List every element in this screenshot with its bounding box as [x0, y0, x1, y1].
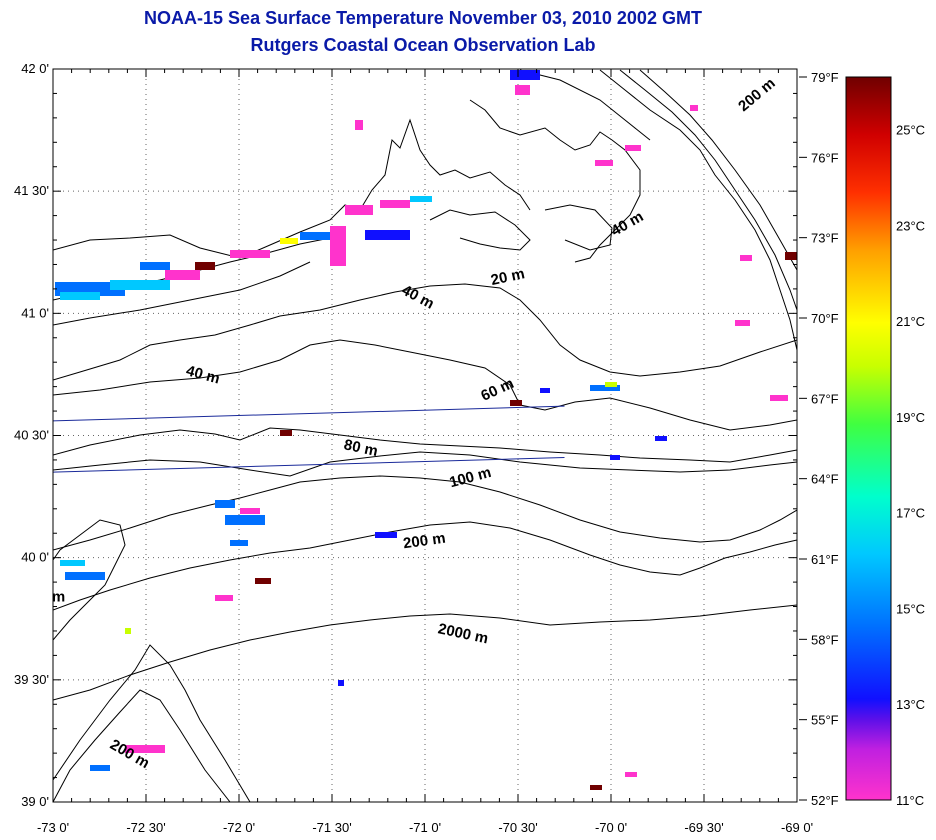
colorbar-celsius-label: 13°C — [896, 697, 925, 712]
longitude-label: -70 30' — [498, 820, 537, 835]
longitude-labels: -73 0' -72 30' -72 0' -71 30' -71 0' -70 30' -… — [37, 820, 813, 835]
satellite-track-line — [52, 456, 565, 473]
colorbar-celsius-labels: 25°C 23°C 21°C 19°C 17°C 15°C 13°C 11°C — [896, 123, 925, 808]
latitude-label: 41 30' — [14, 183, 49, 198]
colorbar-celsius-label: 11°C — [896, 793, 924, 808]
latitude-label: 39 0' — [21, 794, 49, 809]
colorbar-fahrenheit-label: 55°F — [811, 713, 839, 728]
colorbar-fahrenheit-label: 73°F — [811, 231, 839, 246]
colorbar-fahrenheit-labels: 79°F 76°F 73°F 70°F 67°F 64°F 61°F 58°F 55°F 52°F — [799, 70, 839, 808]
map-subtitle: Rutgers Coastal Ocean Observation Lab — [250, 35, 596, 55]
sst-pixels — [55, 70, 797, 790]
longitude-label: -69 0' — [781, 820, 813, 835]
longitude-label: -72 0' — [223, 820, 255, 835]
longitude-label: -71 0' — [409, 820, 441, 835]
colorbar-fahrenheit-label: 76°F — [811, 150, 839, 165]
satellite-tracks — [52, 405, 565, 473]
colorbar-fahrenheit-label: 58°F — [811, 632, 839, 647]
latitude-label: 39 30' — [14, 672, 49, 687]
isobath-label: 80 m — [342, 436, 379, 460]
longitude-label: -69 30' — [684, 820, 723, 835]
colorbar — [845, 76, 892, 801]
latitude-label: 41 0' — [21, 305, 49, 320]
isobath-label: 20 m — [489, 265, 526, 289]
colorbar-fahrenheit-label: 79°F — [811, 70, 839, 85]
colorbar-celsius-label: 15°C — [896, 601, 925, 616]
isobath-label: 200 m — [402, 530, 446, 553]
colorbar-fahrenheit-label: 61°F — [811, 552, 839, 567]
latitude-label: 40 30' — [14, 428, 49, 443]
colorbar-celsius-label: 25°C — [896, 123, 925, 138]
satellite-track-line — [52, 405, 565, 422]
longitude-label: -72 30' — [126, 820, 165, 835]
colorbar-celsius-label: 23°C — [896, 218, 925, 233]
colorbar-fahrenheit-label: 64°F — [811, 472, 839, 487]
colorbar-celsius-label: 17°C — [896, 506, 925, 521]
latitude-label: 42 0' — [21, 61, 49, 76]
longitude-label: -73 0' — [37, 820, 69, 835]
isobath-label: m — [52, 589, 65, 606]
latitude-label: 40 0' — [21, 550, 49, 565]
map-frame — [53, 69, 797, 802]
latitude-labels: 42 0' 41 30' 41 0' 40 30' 40 0' 39 30' 39 0' — [14, 61, 49, 809]
colorbar-fahrenheit-label: 67°F — [811, 391, 839, 406]
colorbar-fahrenheit-label: 52°F — [811, 793, 839, 808]
colorbar-fahrenheit-label: 70°F — [811, 311, 839, 326]
axis-ticks — [52, 68, 798, 803]
longitude-label: -71 30' — [312, 820, 351, 835]
colorbar-celsius-label: 19°C — [896, 410, 925, 425]
map-title: NOAA-15 Sea Surface Temperature November… — [144, 8, 702, 28]
longitude-label: -70 0' — [595, 820, 627, 835]
colorbar-celsius-label: 21°C — [896, 314, 925, 329]
